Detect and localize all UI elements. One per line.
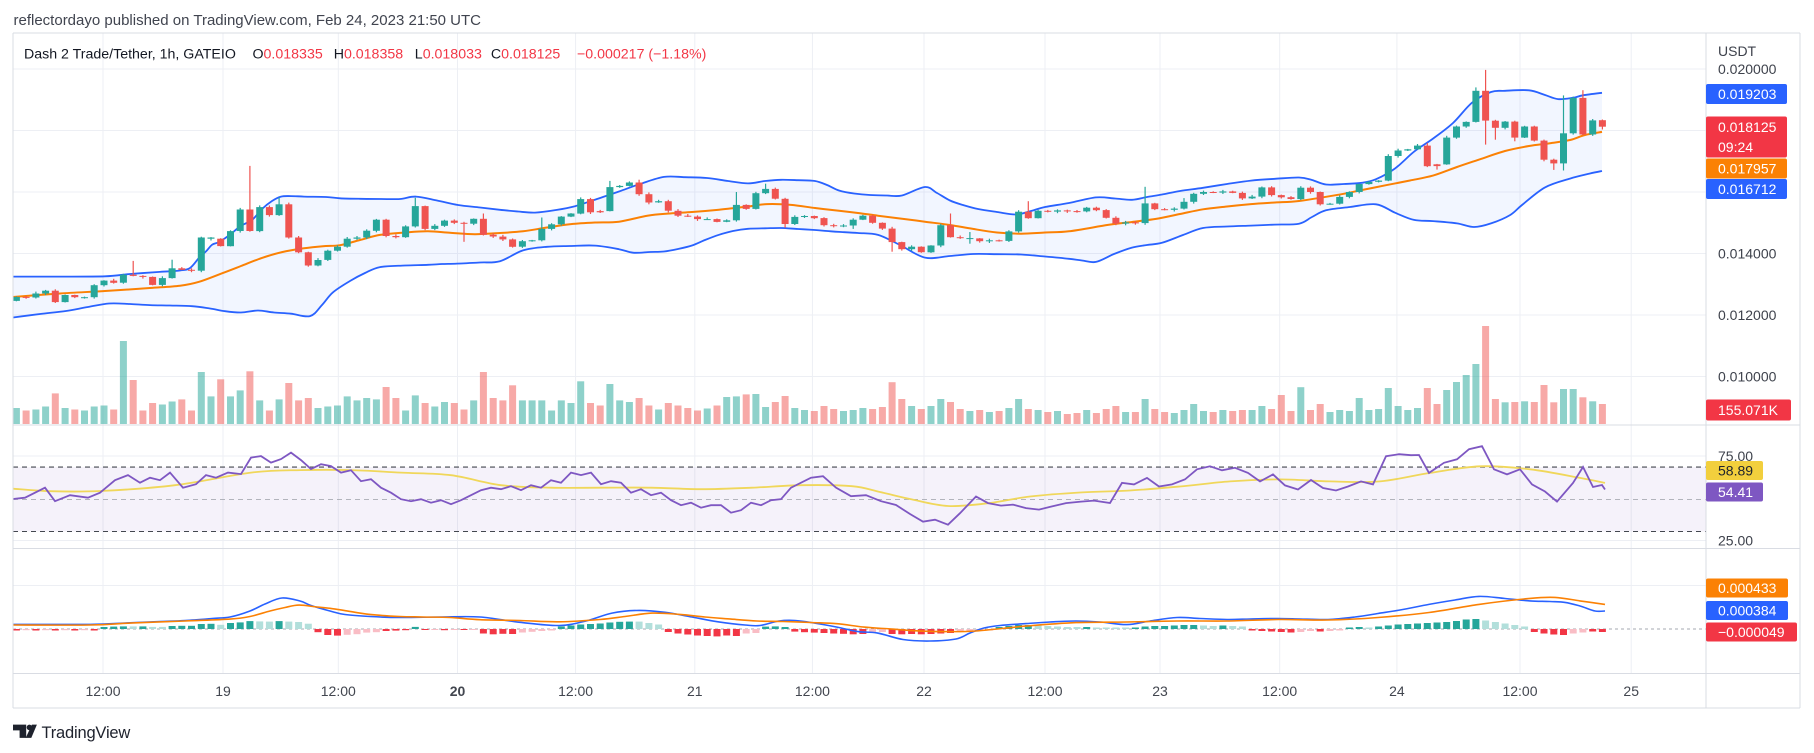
svg-text:0.012000: 0.012000 — [1718, 307, 1777, 323]
svg-text:0.020000: 0.020000 — [1718, 61, 1777, 77]
svg-text:12:00: 12:00 — [1027, 683, 1062, 699]
svg-text:12:00: 12:00 — [85, 683, 120, 699]
svg-text:USDT: USDT — [1718, 43, 1757, 59]
svg-text:54.41: 54.41 — [1718, 484, 1753, 500]
svg-text:58.89: 58.89 — [1718, 463, 1753, 479]
svg-text:−0.000049: −0.000049 — [1718, 624, 1785, 640]
svg-text:25: 25 — [1623, 683, 1639, 699]
svg-text:22: 22 — [916, 683, 932, 699]
svg-text:0.016712: 0.016712 — [1718, 181, 1777, 197]
svg-text:12:00: 12:00 — [1502, 683, 1537, 699]
svg-text:24: 24 — [1389, 683, 1405, 699]
svg-text:75.00: 75.00 — [1718, 448, 1753, 464]
svg-text:09:24: 09:24 — [1718, 139, 1753, 155]
svg-text:19: 19 — [215, 683, 231, 699]
svg-text:25.00: 25.00 — [1718, 533, 1753, 549]
svg-text:reflectordayo published on Tra: reflectordayo published on TradingView.c… — [14, 12, 482, 29]
svg-text:0.019203: 0.019203 — [1718, 86, 1777, 102]
svg-text:0.000384: 0.000384 — [1718, 603, 1777, 619]
svg-text:12:00: 12:00 — [795, 683, 830, 699]
svg-text:23: 23 — [1152, 683, 1168, 699]
svg-text:0.014000: 0.014000 — [1718, 246, 1777, 262]
svg-text:0.018125: 0.018125 — [1718, 119, 1777, 135]
svg-text:Dash 2 Trade/Tether, 1h, GATEI: Dash 2 Trade/Tether, 1h, GATEIO O0.018335… — [24, 47, 706, 63]
svg-text:12:00: 12:00 — [321, 683, 356, 699]
svg-text:20: 20 — [450, 683, 466, 699]
svg-text:TradingView: TradingView — [42, 724, 131, 742]
svg-text:0.017957: 0.017957 — [1718, 161, 1777, 177]
svg-text:155.071K: 155.071K — [1718, 402, 1779, 418]
svg-text:12:00: 12:00 — [558, 683, 593, 699]
svg-text:21: 21 — [687, 683, 703, 699]
svg-text:0.010000: 0.010000 — [1718, 369, 1777, 385]
svg-text:12:00: 12:00 — [1262, 683, 1297, 699]
svg-text:0.000433: 0.000433 — [1718, 580, 1777, 596]
